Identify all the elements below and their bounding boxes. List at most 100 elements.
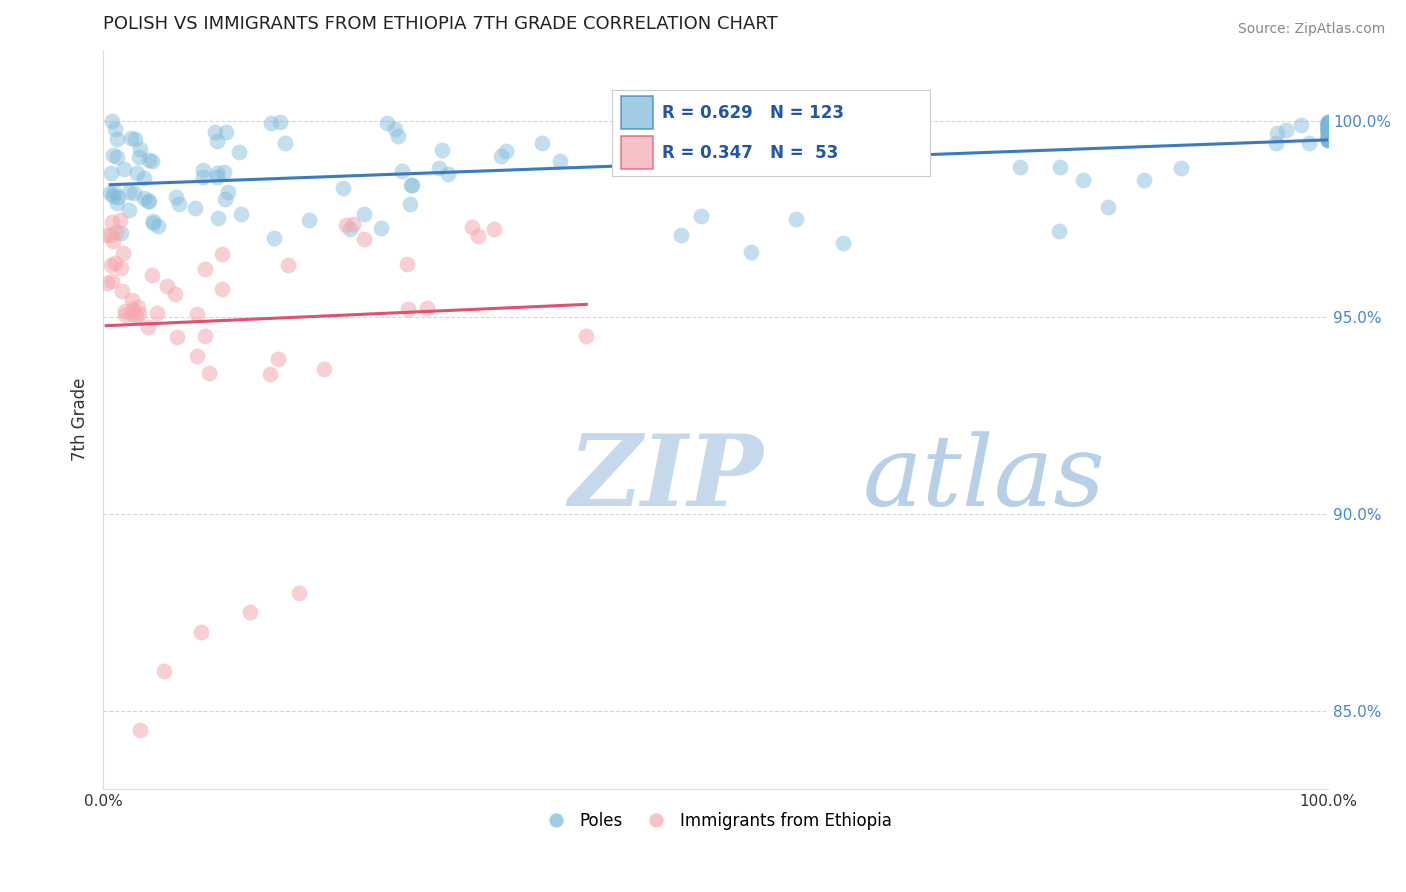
Point [669, 228, 692, 243]
Point [122, 302, 145, 317]
Point [104, 122, 127, 136]
Point [690, 209, 713, 223]
Point [1317, 126, 1340, 140]
Point [1317, 120, 1340, 135]
Point [211, 282, 233, 296]
Point [1317, 116, 1340, 130]
Point [138, 153, 160, 167]
Point [1047, 224, 1070, 238]
Point [156, 279, 179, 293]
Point [145, 306, 167, 320]
Point [101, 148, 124, 162]
Point [104, 256, 127, 270]
Point [785, 211, 807, 226]
Point [118, 185, 141, 199]
Point [1317, 133, 1340, 147]
Point [259, 367, 281, 381]
Point [100, 258, 122, 272]
Point [430, 143, 453, 157]
Point [1317, 115, 1340, 129]
Point [104, 225, 127, 239]
Point [1317, 121, 1340, 136]
Point [339, 222, 361, 236]
Point [1317, 120, 1340, 135]
Point [121, 293, 143, 307]
Point [1010, 160, 1032, 174]
Point [1317, 133, 1340, 147]
Y-axis label: 7th Grade: 7th Grade [72, 378, 89, 461]
Point [229, 207, 252, 221]
Point [375, 115, 398, 129]
Point [391, 164, 413, 178]
Point [128, 307, 150, 321]
Point [461, 220, 484, 235]
Point [167, 197, 190, 211]
Point [548, 153, 571, 168]
Point [207, 211, 229, 226]
Point [166, 330, 188, 344]
Point [141, 268, 163, 282]
Point [110, 260, 132, 275]
Point [186, 349, 208, 363]
Point [1317, 124, 1340, 138]
Point [129, 142, 152, 156]
Point [277, 258, 299, 272]
Point [98, 186, 121, 200]
Point [575, 329, 598, 343]
Point [142, 214, 165, 228]
Point [211, 247, 233, 261]
Point [387, 129, 409, 144]
Point [399, 178, 422, 192]
Point [312, 362, 335, 376]
Text: POLISH VS IMMIGRANTS FROM ETHIOPIA 7TH GRADE CORRELATION CHART: POLISH VS IMMIGRANTS FROM ETHIOPIA 7TH G… [103, 15, 778, 33]
Point [163, 286, 186, 301]
Point [112, 246, 135, 260]
Point [832, 235, 855, 250]
Point [484, 221, 506, 235]
Point [205, 170, 228, 185]
Point [138, 194, 160, 209]
Point [1317, 129, 1340, 144]
Point [128, 150, 150, 164]
Point [1317, 124, 1340, 138]
Point [263, 231, 285, 245]
Point [740, 244, 762, 259]
Point [103, 185, 125, 199]
Point [1317, 129, 1340, 144]
Point [111, 284, 134, 298]
Point [190, 624, 212, 639]
Point [96, 227, 118, 242]
Point [1317, 125, 1340, 139]
Point [436, 167, 458, 181]
Point [100, 227, 122, 242]
Point [1289, 118, 1312, 132]
Point [146, 219, 169, 233]
Point [121, 307, 143, 321]
Point [105, 132, 128, 146]
Point [495, 144, 517, 158]
Point [395, 257, 418, 271]
Point [427, 161, 450, 175]
Point [370, 220, 392, 235]
Point [1317, 122, 1340, 136]
Point [101, 214, 124, 228]
Point [125, 166, 148, 180]
Point [1317, 119, 1340, 133]
Point [228, 145, 250, 160]
Point [217, 185, 239, 199]
Point [384, 122, 406, 136]
Point [110, 212, 132, 227]
Point [1265, 126, 1288, 140]
Point [401, 178, 423, 193]
Point [239, 605, 262, 619]
Point [342, 217, 364, 231]
Point [1317, 131, 1340, 145]
Point [1317, 117, 1340, 131]
Point [186, 307, 208, 321]
Point [1317, 117, 1340, 131]
Text: atlas: atlas [863, 431, 1105, 526]
Point [191, 163, 214, 178]
Point [120, 130, 142, 145]
Point [1097, 200, 1119, 214]
Point [215, 125, 238, 139]
